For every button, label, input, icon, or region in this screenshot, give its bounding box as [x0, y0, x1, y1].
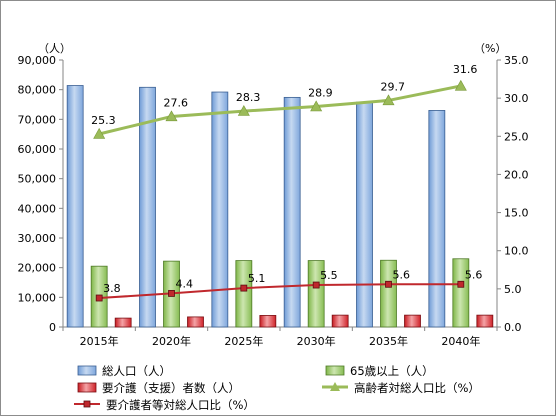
bar [404, 314, 421, 328]
legend-label: 要介護者等対総人口比（%） [106, 398, 255, 412]
legend-label: 65歳以上（人） [350, 364, 434, 378]
x-tick-label: 2040年 [441, 334, 480, 348]
bar [307, 260, 325, 328]
bar [356, 101, 373, 328]
legend-swatch [325, 365, 345, 376]
line-point [240, 284, 248, 292]
bar [187, 316, 204, 328]
y-axis-label-left: （人） [38, 42, 71, 55]
x-tick-label: 2020年 [152, 334, 191, 348]
y-tick-label-left: 90,000 [18, 54, 57, 67]
bar [235, 260, 253, 328]
data-labels-layer: 25.3 27.6 28.3 28.9 29.7 31.6 3.8 4.4 5.1 5.5 5.6 5… [91, 63, 482, 295]
y-tick-label-left: 80,000 [18, 84, 57, 97]
data-label: 28.3 [236, 91, 260, 104]
line-point [310, 100, 323, 112]
data-label: 4.4 [176, 277, 194, 290]
data-label: 5.1 [248, 272, 265, 285]
y-tick-label-right: 20.0 [504, 168, 529, 181]
bar [211, 91, 229, 328]
x-tick-label: 2030年 [297, 334, 336, 348]
legend-label: 要介護（支援）者数（人） [102, 381, 240, 395]
line-point [454, 79, 467, 91]
legend-label: 総人口（人） [102, 364, 171, 378]
bar [476, 314, 494, 328]
line-point [457, 280, 465, 288]
y-tick-label-left: 30,000 [18, 232, 57, 245]
data-label: 5.5 [320, 269, 338, 282]
bar [283, 96, 301, 328]
y-tick-label-right: 0.0 [504, 321, 522, 334]
bars-layer [66, 85, 494, 328]
legend-swatch [77, 382, 97, 393]
x-tick-label: 2025年 [224, 334, 263, 348]
legend-marker [83, 400, 91, 408]
bar [259, 315, 277, 328]
y-tick-label-right: 30.0 [504, 92, 529, 105]
bar [331, 314, 349, 328]
data-label: 28.9 [308, 87, 333, 100]
x-tick-label: 2035年 [369, 334, 408, 348]
data-label: 27.6 [164, 96, 189, 109]
legend-marker [330, 382, 340, 391]
y-tick-label-left: 60,000 [18, 143, 57, 156]
y-tick-label-right: 5.0 [504, 283, 522, 296]
y-tick-label-right: 35.0 [504, 54, 529, 67]
x-tick-label: 2015年 [80, 334, 119, 348]
y-tick-label-left: 40,000 [18, 202, 57, 215]
line-point [93, 127, 106, 139]
data-label: 5.6 [465, 268, 483, 281]
line-point [382, 94, 395, 106]
legend-label: 高齢者対総人口比（%） [354, 381, 480, 395]
y-tick-label-right: 15.0 [504, 207, 529, 220]
legend: 総人口（人） 65歳以上（人） 要介護（支援）者数（人） 高齢者対総人口比（%） 要介護… [74, 364, 480, 412]
line-point [165, 110, 178, 122]
line-point [312, 281, 320, 289]
series-line [99, 283, 461, 300]
y-tick-label-left: 20,000 [18, 262, 57, 275]
y-tick-label-left: 0 [49, 321, 56, 334]
data-label: 5.6 [393, 268, 411, 281]
lines-layer [93, 79, 467, 302]
line-point [95, 294, 103, 302]
y-tick-label-right: 25.0 [504, 130, 529, 143]
bar [114, 317, 132, 328]
line-point [237, 104, 250, 116]
y-tick-label-left: 10,000 [18, 291, 57, 304]
data-label: 31.6 [453, 63, 478, 76]
y-tick-label-left: 50,000 [18, 173, 57, 186]
line-point [385, 280, 392, 288]
series-line [98, 84, 462, 136]
y-tick-label-left: 70,000 [18, 113, 57, 126]
bar [452, 258, 470, 328]
line-point [168, 290, 175, 297]
data-label: 29.7 [381, 80, 406, 93]
data-label: 25.3 [91, 114, 116, 127]
bar [428, 110, 446, 328]
y-axis-label-right: （%） [474, 42, 506, 55]
data-label: 3.8 [103, 282, 121, 295]
bar [380, 259, 397, 328]
legend-swatch [77, 365, 97, 376]
axes-layer: 0 10,000 20,000 30,000 40,000 50,000 60,000 70,… [18, 42, 529, 348]
bar [66, 85, 84, 328]
y-tick-label-right: 10.0 [504, 245, 529, 258]
bar [139, 86, 156, 328]
